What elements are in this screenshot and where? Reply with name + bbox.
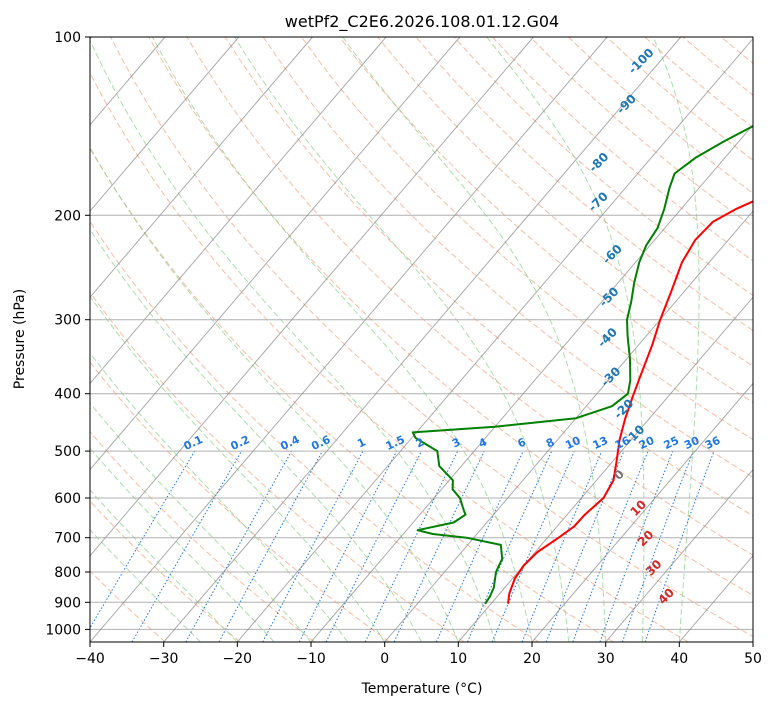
isotherm bbox=[384, 210, 753, 642]
moist-adiabat bbox=[90, 146, 459, 642]
x-axis-ticks: −40 −30 −20 −10 0 10 20 30 40 50 bbox=[75, 642, 762, 667]
dry-adiabat bbox=[90, 71, 689, 642]
moist-adiabat bbox=[90, 295, 386, 642]
isotherm bbox=[90, 37, 240, 212]
y-tick-label: 900 bbox=[54, 595, 81, 611]
mixing-ratio-line bbox=[185, 450, 292, 642]
mixing-ratio-line bbox=[599, 450, 674, 642]
y-tick-label: 100 bbox=[54, 30, 81, 46]
dry-adiabat bbox=[90, 500, 241, 642]
x-tick-label: 20 bbox=[523, 651, 541, 667]
mixing-ratio-label: 25 bbox=[662, 434, 681, 452]
mixing-ratio-label: 10 bbox=[563, 434, 583, 452]
isotherm bbox=[531, 382, 753, 642]
y-tick-label: 700 bbox=[54, 531, 81, 547]
dry-adiabat bbox=[90, 220, 540, 642]
mixing-ratio-line bbox=[218, 450, 323, 642]
moist-adiabats bbox=[90, 37, 700, 642]
isotherm bbox=[90, 37, 461, 471]
moist-adiabat bbox=[234, 37, 570, 642]
x-tick-label: 50 bbox=[744, 651, 762, 667]
y-tick-label: 1000 bbox=[45, 622, 81, 638]
skewed-isotherms bbox=[90, 37, 753, 642]
moist-adiabat bbox=[152, 37, 533, 642]
y-axis-ticks: 100 200 300 400 500 600 700 800 900 1000 bbox=[45, 30, 90, 638]
dry-adiabat bbox=[148, 37, 753, 596]
mixing-ratio-label: 20 bbox=[637, 434, 657, 452]
mixing-ratio-line bbox=[572, 450, 649, 642]
dry-adiabat bbox=[90, 291, 465, 642]
dry-adiabat bbox=[377, 37, 753, 367]
moist-adiabat bbox=[486, 37, 645, 642]
x-axis-label: Temperature (°C) bbox=[361, 681, 483, 697]
y-axis-label: Pressure (hPa) bbox=[12, 289, 28, 389]
dry-adiabat bbox=[224, 37, 753, 517]
mixing-ratio-line bbox=[298, 450, 398, 642]
moist-adiabat bbox=[90, 528, 201, 642]
x-tick-label: −40 bbox=[75, 651, 105, 667]
x-tick-label: 30 bbox=[597, 651, 615, 667]
moist-adiabat bbox=[90, 228, 422, 642]
isotherm bbox=[90, 37, 608, 642]
profile-series bbox=[411, 124, 753, 605]
x-tick-label: 40 bbox=[670, 651, 688, 667]
mixing-ratio-label: 13 bbox=[591, 434, 610, 452]
mixing-ratio-line bbox=[435, 450, 524, 642]
mixing-ratio-label: 36 bbox=[703, 434, 723, 452]
mixing-ratio-line bbox=[521, 450, 603, 642]
y-tick-label: 200 bbox=[54, 208, 81, 224]
y-tick-label: 500 bbox=[54, 444, 81, 460]
mixing-ratio-label: 16 bbox=[613, 434, 633, 452]
dry-adiabat bbox=[90, 430, 316, 642]
isotherm bbox=[236, 37, 753, 642]
dry-adiabat bbox=[300, 37, 753, 441]
dry-adiabat bbox=[90, 147, 614, 642]
temperature-line bbox=[507, 200, 753, 604]
isotherm bbox=[90, 37, 534, 557]
dry-adiabat bbox=[262, 37, 753, 478]
mixing-ratio-line bbox=[467, 450, 553, 642]
isotherm bbox=[90, 37, 313, 299]
chart-title: wetPf2_C2E6.2026.108.01.12.G04 bbox=[285, 12, 559, 32]
dewpoint-line bbox=[411, 124, 753, 605]
x-tick-label: 10 bbox=[449, 651, 467, 667]
dry-adiabat bbox=[415, 37, 753, 332]
moist-adiabat bbox=[652, 37, 700, 642]
x-tick-label: 0 bbox=[380, 651, 389, 667]
mixing-ratio-line bbox=[325, 450, 422, 642]
y-tick-label: 400 bbox=[54, 387, 81, 403]
mixing-ratio-label: 30 bbox=[682, 434, 702, 452]
isotherm bbox=[163, 37, 682, 642]
y-tick-label: 600 bbox=[54, 491, 81, 507]
isotherm bbox=[605, 468, 753, 642]
moist-adiabat bbox=[90, 39, 496, 642]
mixing-ratio-line bbox=[621, 450, 694, 642]
plot-frame bbox=[89, 36, 754, 643]
isotherm bbox=[457, 296, 753, 642]
moist-adiabat bbox=[342, 37, 607, 642]
x-tick-label: −30 bbox=[149, 651, 179, 667]
moist-adiabat bbox=[90, 489, 238, 642]
y-tick-label: 800 bbox=[54, 565, 81, 581]
isotherm bbox=[90, 37, 387, 385]
mixing-ratio-line bbox=[262, 450, 364, 642]
x-tick-label: −20 bbox=[223, 651, 253, 667]
pressure-gridlines bbox=[90, 37, 753, 630]
moist-adiabat bbox=[90, 447, 275, 642]
mixing-ratio-lines bbox=[90, 450, 715, 642]
mixing-ratio-line bbox=[545, 450, 625, 642]
mixing-ratio-line bbox=[644, 450, 715, 642]
isotherm bbox=[310, 124, 753, 642]
x-tick-label: −10 bbox=[296, 651, 326, 667]
moist-adiabat bbox=[90, 352, 349, 642]
y-tick-label: 300 bbox=[54, 313, 81, 329]
